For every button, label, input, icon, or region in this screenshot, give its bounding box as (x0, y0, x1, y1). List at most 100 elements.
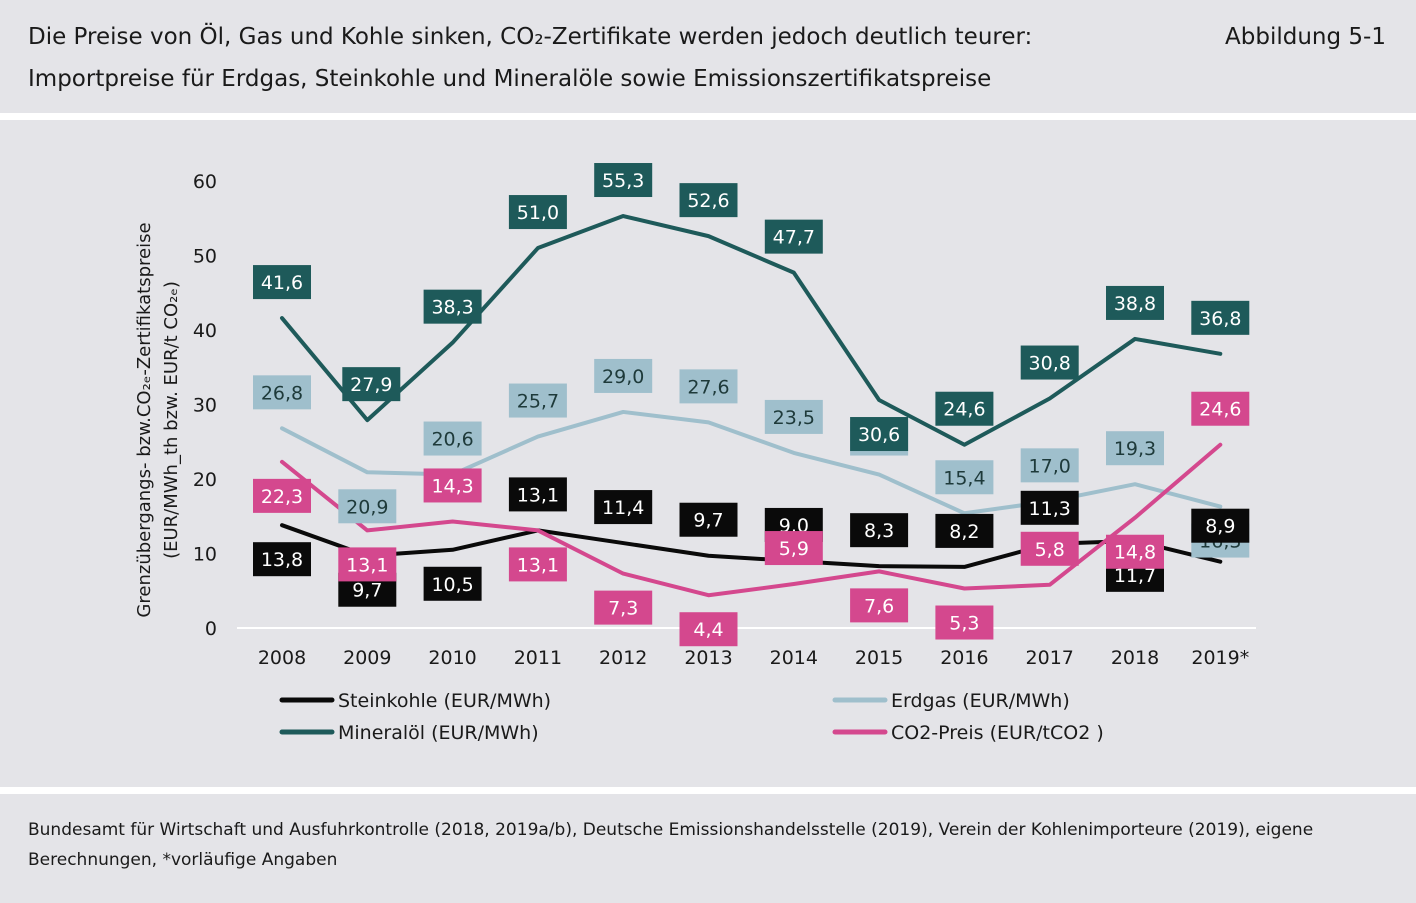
data-label-steinkohle: 8,9 (1191, 508, 1250, 543)
x-tick-label: 2010 (428, 647, 476, 669)
data-label-erdgas: 20,9 (338, 489, 397, 524)
data-label-co2: 13,1 (338, 547, 397, 582)
chart-title-line1: Die Preise von Öl, Gas und Kohle sinken,… (28, 24, 1033, 50)
data-label-text: 26,8 (261, 382, 303, 404)
y-tick-label: 10 (193, 544, 217, 566)
data-label-box (679, 369, 738, 404)
series-lines (280, 214, 1223, 598)
data-label-steinkohle: 11,3 (1020, 490, 1079, 525)
data-label-co2: 5,9 (764, 531, 823, 566)
x-axis-ticks: 2008 2009 2010 2011 2012 2013 2014 2015 2016 2017… (258, 647, 1249, 669)
data-label-text: 8,3 (864, 520, 894, 542)
data-label-text: 27,6 (687, 376, 729, 398)
data-label-box (935, 605, 994, 640)
data-label-text: 17,0 (1029, 455, 1071, 477)
data-label-co2: 24,6 (1191, 391, 1250, 426)
y-axis-ticks: 0 10 20 30 40 50 60 (193, 171, 217, 640)
y-tick-label: 30 (193, 395, 217, 417)
data-label-mineraloel: 38,3 (423, 289, 482, 324)
data-label-box (253, 478, 311, 513)
data-label-mineraloel: 38,8 (1106, 285, 1164, 320)
chart-title-line2: Importpreise für Erdgas, Steinkohle und … (28, 66, 992, 92)
data-label-box (764, 219, 823, 254)
y-tick-label: 50 (193, 246, 217, 268)
data-label-box (850, 417, 909, 452)
data-label-erdgas: 20,6 (423, 421, 482, 456)
data-label-erdgas: 26,8 (253, 375, 311, 410)
data-label-co2: 13,1 (508, 547, 567, 582)
data-label-text: 13,1 (517, 484, 559, 506)
data-label-mineraloel: 41,6 (253, 265, 311, 300)
series-line-erdgas (280, 409, 1223, 516)
y-axis-label: Grenzübergangs- bzw.CO₂ₑ-Zertifikatsprei… (134, 222, 182, 617)
data-label-text: 25,7 (517, 391, 559, 413)
y-tick-label: 60 (193, 171, 217, 193)
data-label-text: 22,3 (261, 486, 303, 508)
data-label-box (679, 183, 738, 218)
data-label-text: 5,8 (1035, 539, 1065, 561)
data-labels: 26,820,920,625,729,027,623,520,615,417,0… (253, 163, 1250, 647)
data-label-text: 13,8 (261, 549, 303, 571)
data-label-box (1191, 300, 1250, 335)
data-label-box (342, 367, 401, 402)
x-tick-label: 2008 (258, 647, 306, 669)
data-label-text: 30,8 (1029, 353, 1071, 375)
y-axis-label-line2: (EUR/MWh_th bzw. EUR/t CO₂ₑ) (161, 281, 182, 559)
series-line-mineraloel (280, 214, 1223, 447)
x-tick-label: 2011 (514, 647, 562, 669)
data-label-erdgas: 25,7 (508, 383, 567, 418)
data-label-co2: 22,3 (253, 478, 311, 513)
data-label-box (423, 421, 482, 456)
figure-label: Abbildung 5-1 (1225, 24, 1386, 50)
data-label-text: 13,1 (346, 554, 388, 576)
data-label-box (679, 502, 738, 537)
data-label-mineraloel: 55,3 (594, 163, 653, 198)
data-label-text: 14,8 (1114, 542, 1156, 564)
x-tick-label: 2013 (684, 647, 732, 669)
data-label-box (679, 612, 738, 647)
data-label-erdgas: 23,5 (764, 399, 823, 434)
data-label-steinkohle: 10,5 (423, 566, 482, 601)
y-tick-label: 0 (205, 618, 217, 640)
data-label-text: 23,5 (773, 407, 815, 429)
data-label-text: 5,9 (779, 538, 809, 560)
line-chart: Grenzübergangs- bzw.CO₂ₑ-Zertifikatsprei… (134, 163, 1256, 744)
y-tick-label: 40 (193, 320, 217, 342)
data-label-mineraloel: 36,8 (1191, 300, 1250, 335)
data-label-text: 38,8 (1114, 293, 1156, 315)
x-tick-label: 2012 (599, 647, 647, 669)
data-label-box (594, 163, 653, 198)
data-label-mineraloel: 51,0 (508, 195, 567, 230)
data-label-box (338, 547, 397, 582)
x-tick-label: 2009 (343, 647, 391, 669)
data-label-text: 24,6 (943, 399, 985, 421)
data-label-text: 30,6 (858, 424, 900, 446)
data-label-co2: 14,8 (1106, 534, 1164, 569)
data-label-erdgas: 29,0 (594, 358, 653, 393)
x-tick-label: 2019* (1191, 647, 1249, 669)
data-label-text: 9,7 (693, 510, 723, 532)
data-label-text: 55,3 (602, 170, 644, 192)
data-label-box (1191, 508, 1250, 543)
data-label-text: 20,6 (431, 429, 473, 451)
data-label-mineraloel: 47,7 (764, 219, 823, 254)
data-label-text: 9,7 (352, 580, 382, 602)
data-label-box (508, 547, 567, 582)
data-label-text: 10,5 (431, 574, 473, 596)
data-label-box (594, 590, 653, 625)
data-label-co2: 5,3 (935, 605, 994, 640)
data-label-text: 5,3 (949, 613, 979, 635)
data-label-box (253, 265, 311, 300)
x-tick-label: 2016 (940, 647, 988, 669)
x-tick-label: 2018 (1111, 647, 1159, 669)
data-label-box (508, 195, 567, 230)
data-label-box (508, 383, 567, 418)
data-label-text: 8,9 (1205, 516, 1235, 538)
data-label-box (850, 513, 909, 548)
data-label-box (253, 375, 311, 410)
data-label-box (1106, 534, 1164, 569)
data-label-box (423, 468, 482, 503)
data-label-box (850, 588, 909, 623)
data-label-text: 38,3 (431, 297, 473, 319)
data-label-text: 27,9 (350, 374, 392, 396)
